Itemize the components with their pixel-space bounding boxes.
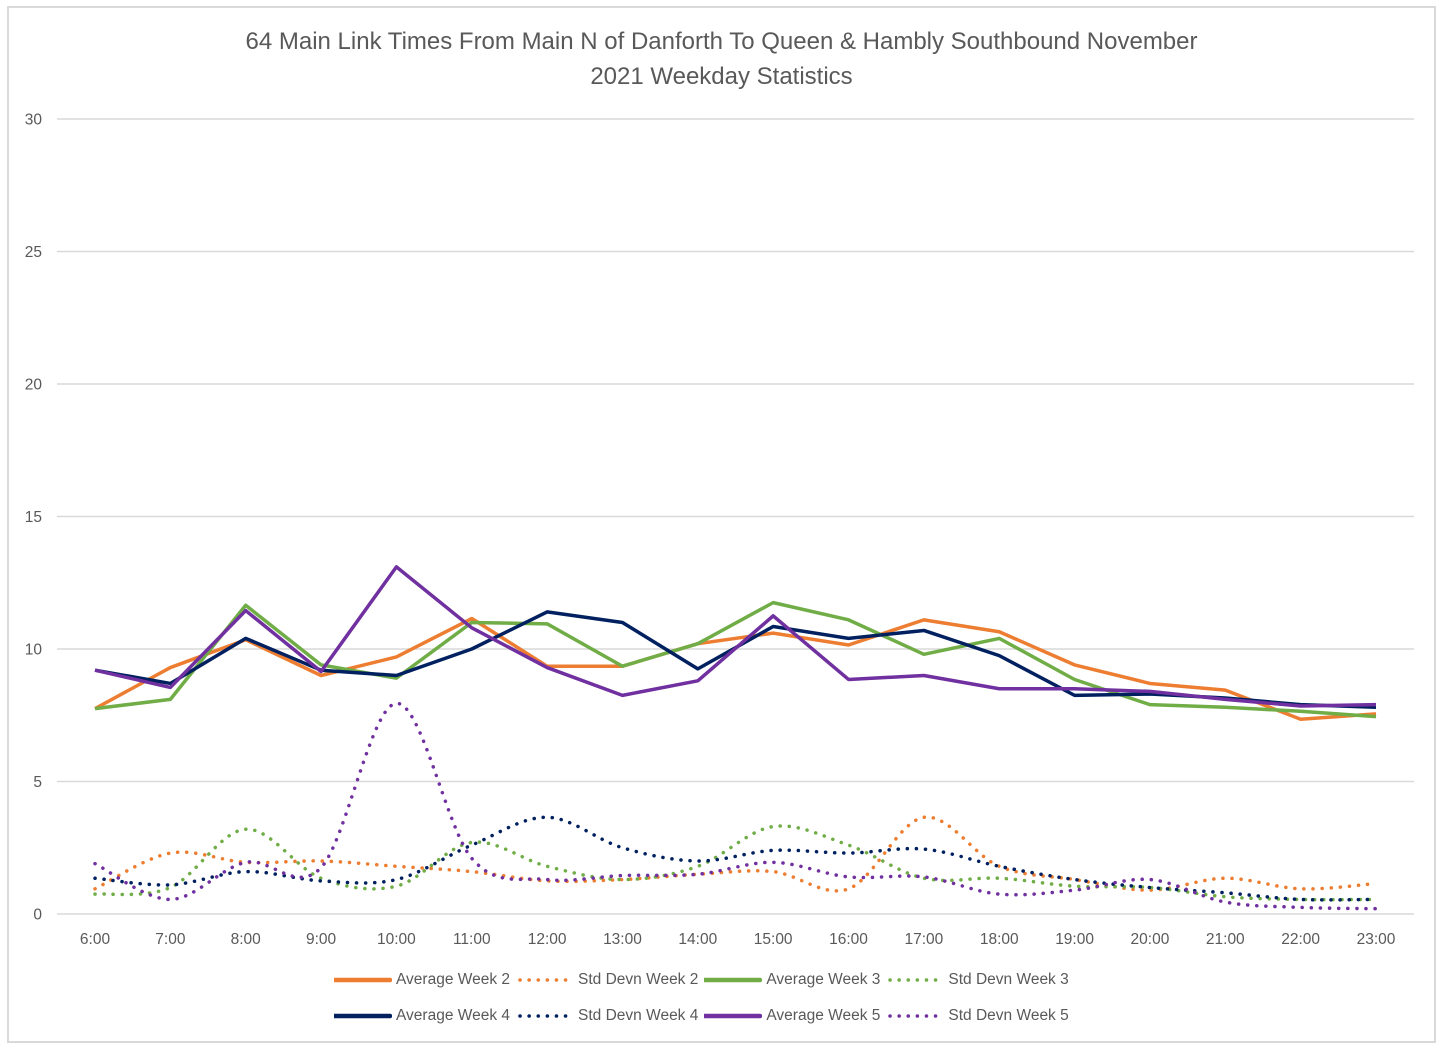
x-tick-label: 7:00 — [155, 931, 186, 948]
x-tick-label: 20:00 — [1131, 931, 1170, 948]
legend-label: Average Week 2 — [396, 971, 511, 988]
x-tick-label: 11:00 — [453, 931, 491, 948]
y-tick-label: 15 — [25, 509, 42, 526]
legend-item: Average Week 5 — [704, 1007, 880, 1025]
legend-item: Average Week 4 — [334, 1007, 510, 1025]
y-tick-label: 5 — [33, 774, 42, 791]
x-tick-label: 17:00 — [904, 931, 943, 948]
y-tick-label: 25 — [25, 244, 42, 261]
legend-item: Std Devn Week 4 — [516, 1007, 698, 1025]
series-std-devn-week-5 — [93, 701, 1378, 911]
series-line — [94, 565, 1377, 708]
series-std-devn-week-4 — [93, 815, 1378, 902]
legend-swatch — [334, 977, 392, 983]
legend-label: Std Devn Week 5 — [948, 1007, 1069, 1024]
legend-swatch — [704, 977, 763, 983]
legend-row: Average Week 2 Std Devn Week 2 Average Wee… — [334, 968, 1075, 992]
legend-label: Average Week 5 — [766, 1007, 881, 1024]
series-std-devn-week-2 — [93, 815, 1378, 893]
legend-swatch — [334, 1013, 392, 1019]
x-tick-label: 8:00 — [231, 931, 262, 948]
legend-swatch — [888, 978, 939, 982]
chart-title-line-1: 64 Main Link Times From Main N of Danfor… — [245, 28, 1198, 55]
y-tick-label: 10 — [25, 642, 43, 659]
x-tick-label: 16:00 — [829, 931, 868, 948]
x-tick-label: 15:00 — [754, 931, 793, 948]
series-line — [93, 815, 1378, 893]
x-tick-label: 10:00 — [377, 931, 416, 948]
legend-item: Average Week 2 — [334, 971, 510, 989]
y-tick-label: 30 — [25, 112, 43, 129]
chart-title: 64 Main Link Times From Main N of Danfor… — [0, 24, 1443, 94]
x-tick-label: 19:00 — [1055, 931, 1094, 948]
x-tick-label: 14:00 — [678, 931, 717, 948]
series-line — [94, 600, 1377, 719]
series-line — [93, 701, 1378, 911]
legend-item: Std Devn Week 5 — [886, 1007, 1069, 1025]
series-line — [94, 616, 1377, 721]
x-tick-label: 12:00 — [528, 931, 567, 948]
x-tick-label: 21:00 — [1206, 931, 1245, 948]
legend-swatch — [704, 1013, 763, 1019]
chart-title-line-2: 2021 Weekday Statistics — [590, 63, 853, 90]
series-line — [93, 815, 1378, 902]
legend-label: Std Devn Week 2 — [578, 971, 699, 988]
gridlines — [57, 118, 1414, 915]
series-std-devn-week-3 — [93, 824, 1378, 902]
series-average-week-3 — [94, 600, 1377, 719]
chart-frame — [7, 6, 1436, 1043]
legend-swatch — [888, 1014, 939, 1018]
y-tick-label: 0 — [33, 907, 42, 924]
legend-label: Std Devn Week 3 — [948, 971, 1069, 988]
legend-label: Std Devn Week 4 — [578, 1007, 699, 1024]
y-axis-ticks: 0 5 10 15 20 25 30 — [25, 112, 43, 924]
x-tick-label: 22:00 — [1281, 931, 1320, 948]
legend-label: Average Week 4 — [396, 1007, 511, 1024]
x-tick-label: 23:00 — [1357, 931, 1396, 948]
legend-label: Average Week 3 — [766, 971, 881, 988]
x-tick-label: 9:00 — [306, 931, 337, 948]
series-lines — [93, 565, 1378, 911]
series-average-week-2 — [94, 616, 1377, 721]
legend-row: Average Week 4 Std Devn Week 4 Average Wee… — [334, 1004, 1075, 1028]
legend-item: Std Devn Week 3 — [886, 971, 1069, 989]
y-tick-label: 20 — [25, 377, 43, 394]
x-tick-label: 6:00 — [80, 931, 111, 948]
legend-item: Average Week 3 — [704, 971, 880, 989]
legend-swatch — [518, 978, 568, 982]
x-tick-label: 13:00 — [603, 931, 642, 948]
legend-swatch — [518, 1014, 568, 1018]
series-line — [93, 824, 1378, 902]
x-axis-ticks: 6:00 7:00 8:00 9:00 10:00 11:00 12:00 13:00 14:0… — [80, 931, 1396, 948]
x-tick-label: 18:00 — [980, 931, 1019, 948]
series-average-week-5 — [94, 565, 1377, 708]
legend-item: Std Devn Week 2 — [516, 971, 698, 989]
